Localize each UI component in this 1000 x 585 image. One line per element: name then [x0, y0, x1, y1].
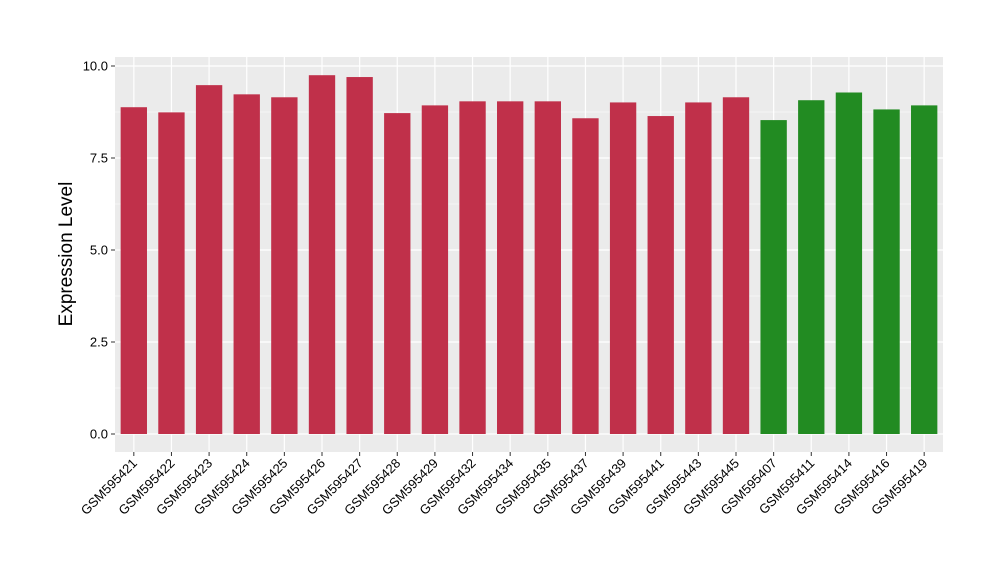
bar — [760, 120, 787, 434]
bars — [120, 75, 938, 435]
bar — [308, 75, 336, 434]
bar — [647, 116, 674, 434]
y-tick-label: 7.5 — [90, 151, 108, 166]
bar — [459, 101, 486, 434]
bar — [685, 102, 712, 434]
bar — [271, 97, 298, 434]
bar — [497, 101, 524, 434]
bar — [722, 97, 750, 434]
bar — [534, 101, 561, 434]
bar — [911, 105, 938, 434]
bar — [195, 85, 223, 435]
bar — [835, 92, 863, 434]
y-tick-label: 10.0 — [83, 59, 108, 74]
y-tick-label: 2.5 — [90, 335, 108, 350]
bar — [233, 94, 260, 434]
bar — [120, 107, 147, 434]
bar — [158, 112, 185, 435]
y-axis-label: Expression Level — [56, 182, 77, 327]
y-tick-label: 5.0 — [90, 243, 108, 258]
y-tick-label: 0.0 — [90, 427, 108, 442]
bar — [384, 113, 411, 434]
x-axis: GSM595421GSM595422GSM595423GSM595424GSM5… — [78, 452, 930, 518]
bar — [609, 102, 637, 434]
bar — [873, 109, 900, 434]
bar — [798, 100, 825, 434]
bar — [421, 105, 449, 434]
y-axis: 0.0 2.5 5.0 7.5 10.0 — [83, 59, 115, 442]
bar — [346, 77, 373, 434]
bar — [572, 118, 599, 435]
